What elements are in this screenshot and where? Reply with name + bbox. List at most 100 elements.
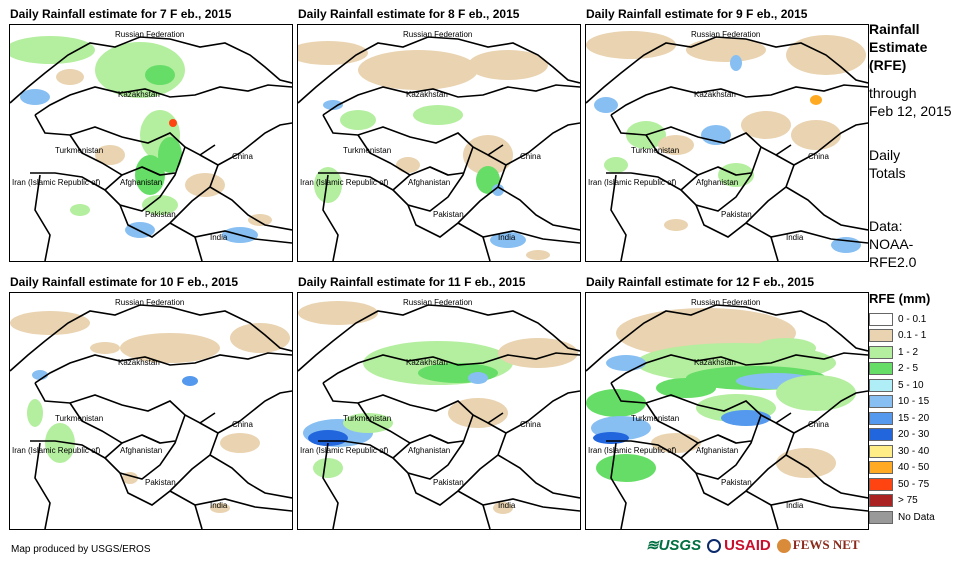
rainfall-area: [169, 119, 177, 127]
rainfall-area: [10, 311, 90, 335]
rainfall-area: [313, 458, 343, 478]
daily-label: Daily: [869, 147, 901, 163]
rainfall-area: [220, 433, 260, 453]
country-border: [141, 166, 176, 176]
rainfall-area: [593, 432, 629, 444]
usgs-logo-icon: ≋: [646, 537, 659, 554]
rainfall-area: [686, 38, 766, 62]
usaid-logo: USAID: [707, 537, 771, 554]
rainfall-area: [20, 89, 50, 105]
country-label-india: India: [210, 501, 228, 510]
map-svg: Russian Federation Kazakhstan Turkmenistan…: [10, 30, 292, 261]
country-label-turkmenistan: Turkmenistan: [631, 414, 679, 423]
rainfall-area: [45, 423, 75, 463]
legend-swatch: [869, 461, 893, 475]
totals-label: Totals: [869, 165, 906, 181]
legend-item: 1 - 2: [869, 344, 935, 361]
country-label-iran: Iran (Islamic Republic of): [12, 446, 101, 455]
country-label-pakistan: Pakistan: [145, 478, 176, 487]
country-label-china: China: [232, 420, 253, 429]
country-label-china: China: [232, 152, 253, 161]
country-border: [793, 390, 868, 434]
country-border: [104, 146, 186, 212]
legend-item: 0 - 0.1: [869, 311, 935, 328]
panel-title-6: Daily Rainfall estimate for 12 F eb., 20…: [586, 275, 815, 289]
country-label-kazakhstan: Kazakhstan: [118, 90, 160, 99]
rainfall-area: [741, 111, 791, 139]
legend-label: 50 - 75: [898, 478, 930, 490]
legend-item: 10 - 15: [869, 394, 935, 411]
rainfall-area: [606, 355, 646, 371]
country-border: [497, 186, 580, 231]
rainfall-map-1: Russian Federation Kazakhstan Turkmenistan…: [9, 24, 293, 262]
country-label-china: China: [520, 152, 541, 161]
side-title-line: Estimate: [869, 39, 928, 55]
country-border: [717, 166, 752, 176]
legend-swatch: [869, 312, 893, 326]
legend-label: > 75: [898, 495, 918, 507]
country-border: [785, 454, 868, 499]
country-border: [586, 304, 868, 372]
rainfall-area: [56, 69, 84, 85]
country-border: [407, 422, 507, 506]
country-border: [457, 490, 580, 512]
source-line: NOAA-: [869, 236, 914, 252]
country-label-russia: Russian Federation: [691, 30, 760, 39]
country-border: [610, 382, 792, 424]
country-label-afghanistan: Afghanistan: [120, 178, 162, 187]
legend-swatch: [869, 428, 893, 442]
usaid-logo-text: USAID: [724, 536, 771, 554]
rainfall-area: [323, 100, 343, 110]
country-label-russia: Russian Federation: [115, 298, 184, 307]
panel-title-2: Daily Rainfall estimate for 8 F eb., 201…: [298, 7, 520, 21]
country-border: [10, 304, 292, 372]
rainfall-area: [656, 378, 716, 398]
rainfall-area: [756, 338, 816, 358]
country-border: [586, 36, 868, 104]
country-label-russia: Russian Federation: [403, 30, 472, 39]
country-border: [745, 490, 868, 512]
legend-label: 2 - 5: [898, 363, 919, 375]
country-label-kazakhstan: Kazakhstan: [694, 358, 736, 367]
rainfall-area: [314, 167, 342, 203]
country-border: [318, 172, 411, 191]
panel-title-3: Daily Rainfall estimate for 9 F eb., 201…: [586, 7, 808, 21]
country-border: [610, 352, 868, 384]
country-border: [717, 434, 752, 444]
legend-label: 0.1 - 1: [898, 330, 927, 342]
country-border: [610, 84, 868, 116]
rainfall-area: [182, 376, 198, 386]
country-border: [169, 222, 292, 244]
country-border: [34, 84, 292, 116]
rainfall-area: [158, 137, 182, 173]
rainfall-area: [493, 502, 513, 514]
rainfall-area: [95, 145, 125, 165]
rainfall-area: [230, 323, 290, 353]
country-label-russia: Russian Federation: [115, 30, 184, 39]
country-label-india: India: [210, 233, 228, 242]
country-border: [770, 236, 779, 261]
rainfall-area: [298, 301, 378, 325]
country-border: [695, 154, 795, 238]
country-label-india: India: [498, 233, 516, 242]
legend-swatch: [869, 329, 893, 343]
country-label-turkmenistan: Turkmenistan: [343, 414, 391, 423]
country-border: [194, 236, 203, 261]
country-label-kazakhstan: Kazakhstan: [406, 90, 448, 99]
country-label-russia: Russian Federation: [691, 298, 760, 307]
legend-swatch: [869, 395, 893, 409]
through-date: Feb 12, 2015: [869, 103, 952, 119]
country-border: [217, 122, 292, 166]
country-border: [119, 422, 219, 506]
country-label-afghanistan: Afghanistan: [696, 178, 738, 187]
usgs-logo-text: USGS: [658, 537, 702, 554]
rainfall-area: [490, 232, 526, 248]
country-border: [322, 382, 504, 424]
rainfall-area: [142, 195, 178, 215]
country-border: [30, 172, 123, 191]
country-border: [34, 114, 216, 156]
country-label-iran: Iran (Islamic Republic of): [12, 178, 101, 187]
map-svg: Russian Federation Kazakhstan Turkmenistan…: [586, 298, 868, 529]
map-svg: Russian Federation Kazakhstan Turkmenistan…: [298, 30, 580, 261]
country-border: [34, 442, 51, 529]
